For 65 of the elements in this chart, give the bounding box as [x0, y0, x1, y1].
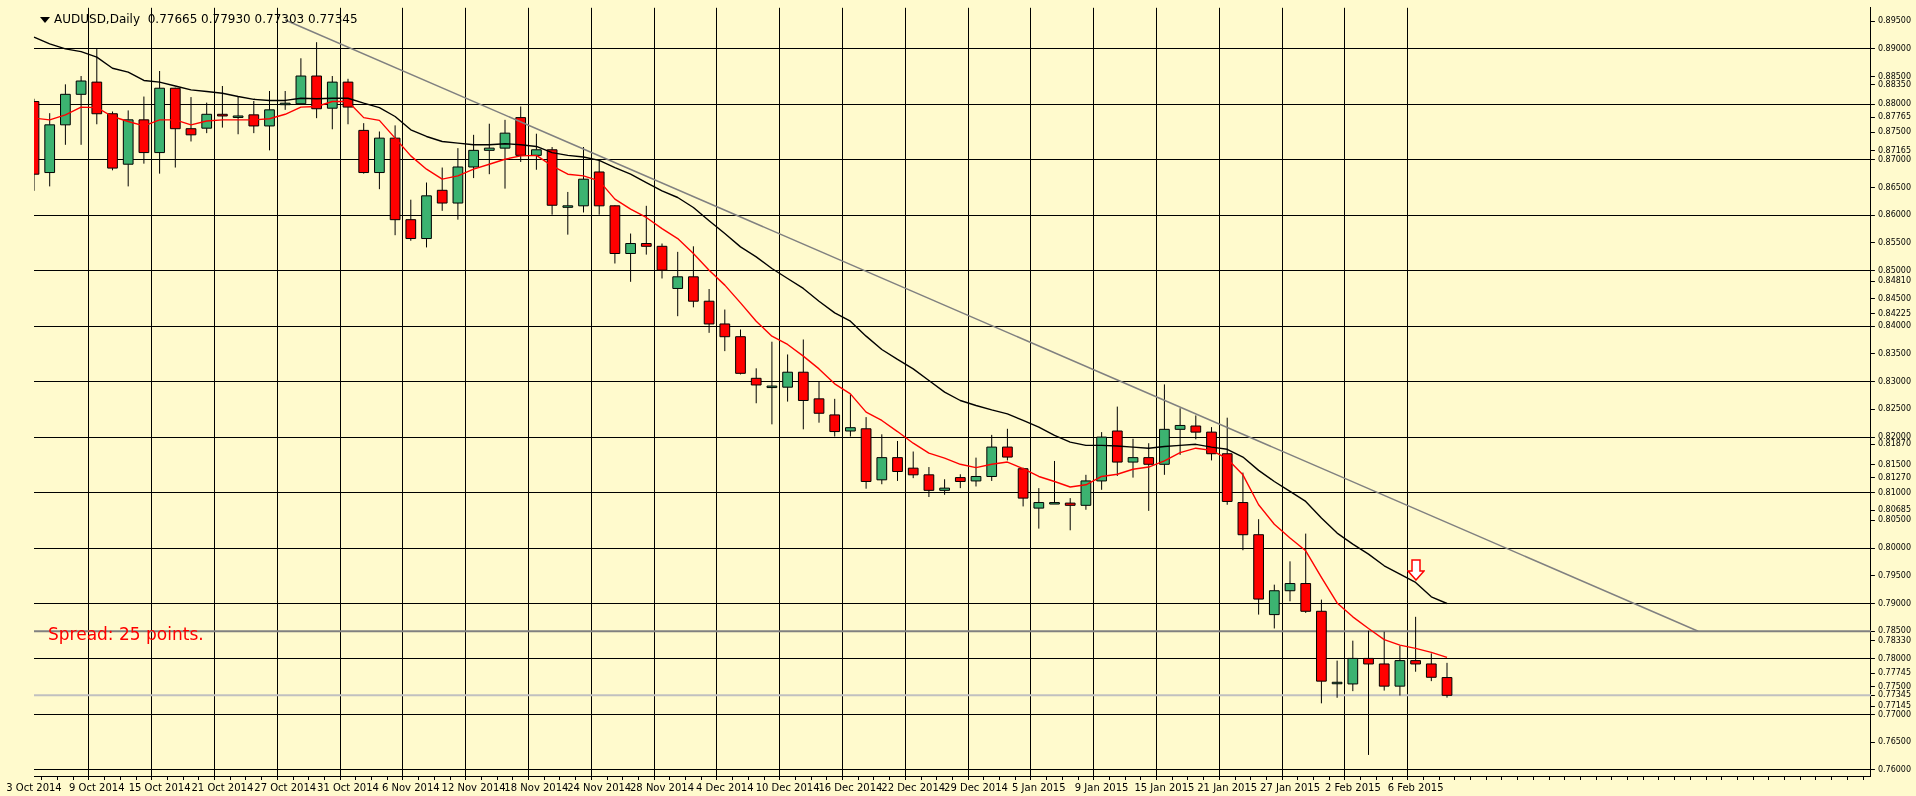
y-tick-label: 0.76500 — [1877, 737, 1912, 747]
x-tick-label: 2 Feb 2015 — [1324, 781, 1381, 793]
x-tick-label: 22 Dec 2014 — [881, 781, 946, 793]
x-tick-label: 18 Nov 2014 — [504, 781, 569, 793]
x-tick-label: 27 Jan 2015 — [1260, 781, 1320, 793]
x-tick-label: 12 Nov 2014 — [441, 781, 506, 793]
y-tick-label: 0.85000 — [1877, 265, 1912, 275]
y-tick-label: 0.84000 — [1877, 321, 1912, 331]
y-tick-label: 0.87000 — [1877, 154, 1912, 164]
y-tick-label: 0.89000 — [1877, 43, 1912, 53]
y-tick-label: 0.89500 — [1877, 16, 1912, 26]
y-tick-label: 0.86000 — [1877, 210, 1912, 220]
y-tick-label: 0.84225 — [1877, 308, 1912, 318]
y-tick-label: 0.77345 — [1877, 690, 1912, 700]
x-tick-label: 16 Dec 2014 — [818, 781, 883, 793]
x-tick-label: 5 Jan 2015 — [1012, 781, 1066, 793]
y-tick-label: 0.78500 — [1877, 626, 1912, 636]
candlestick — [892, 440, 903, 482]
y-tick-label: 0.81270 — [1877, 472, 1912, 482]
y-tick-label: 0.77500 — [1877, 681, 1912, 691]
x-tick-label: 6 Nov 2014 — [381, 781, 440, 793]
x-tick-label: 15 Jan 2015 — [1134, 781, 1195, 793]
annotation: Spread: 25 points. — [48, 624, 204, 645]
x-tick-label: 4 Dec 2014 — [696, 781, 754, 793]
x-tick-label: 29 Dec 2014 — [944, 781, 1008, 793]
y-tick-label: 0.87765 — [1877, 112, 1912, 122]
y-tick-label: 0.81000 — [1877, 487, 1912, 497]
y-tick-label: 0.85500 — [1877, 238, 1912, 248]
y-tick-label: 0.87165 — [1877, 145, 1912, 155]
y-tick-label: 0.77000 — [1877, 709, 1912, 719]
x-tick-label: 10 Dec 2014 — [755, 781, 820, 793]
x-tick-label: 27 Oct 2014 — [254, 781, 317, 793]
y-tick-label: 0.84810 — [1877, 276, 1912, 286]
y-tick-label: 0.80000 — [1877, 543, 1912, 553]
y-tick-label: 0.79000 — [1877, 598, 1912, 608]
x-tick-label: 24 Nov 2014 — [567, 781, 632, 793]
y-tick-label: 0.81500 — [1877, 459, 1912, 469]
x-tick-label: 15 Oct 2014 — [128, 781, 191, 793]
y-tick-label: 0.79500 — [1877, 570, 1912, 580]
y-tick-label: 0.88500 — [1877, 71, 1912, 81]
x-tick-label: 9 Jan 2015 — [1074, 781, 1129, 793]
y-tick-label: 0.88000 — [1877, 99, 1912, 109]
y-tick-label: 0.77745 — [1877, 668, 1912, 678]
x-tick-label: 9 Oct 2014 — [69, 781, 125, 793]
x-tick-label: 28 Nov 2014 — [629, 781, 695, 793]
x-tick-label: 31 Oct 2014 — [317, 781, 379, 793]
y-tick-label: 0.81870 — [1877, 439, 1912, 449]
y-tick-label: 0.88350 — [1877, 79, 1912, 89]
x-tick-label: 21 Jan 2015 — [1197, 781, 1258, 793]
y-tick-label: 0.87500 — [1877, 127, 1912, 137]
x-tick-label: 21 Oct 2014 — [191, 781, 254, 793]
y-tick-label: 0.83000 — [1877, 376, 1912, 386]
y-tick-label: 0.80685 — [1877, 505, 1912, 515]
y-tick-label: 0.82000 — [1877, 432, 1912, 442]
y-tick-label: 0.82500 — [1877, 404, 1912, 414]
y-tick-label: 0.84500 — [1877, 293, 1912, 303]
y-tick-label: 0.80500 — [1877, 515, 1912, 525]
y-tick-label: 0.83500 — [1877, 348, 1912, 358]
y-tick-label: 0.78000 — [1877, 654, 1912, 664]
x-tick-label: 3 Oct 2014 — [6, 781, 62, 793]
x-tick-label: 6 Feb 2015 — [1387, 781, 1444, 793]
y-tick-label: 0.78330 — [1877, 635, 1912, 645]
y-tick-label: 0.86500 — [1877, 182, 1912, 192]
y-tick-label: 0.76000 — [1877, 764, 1912, 774]
y-tick-label: 0.77145 — [1877, 701, 1912, 711]
